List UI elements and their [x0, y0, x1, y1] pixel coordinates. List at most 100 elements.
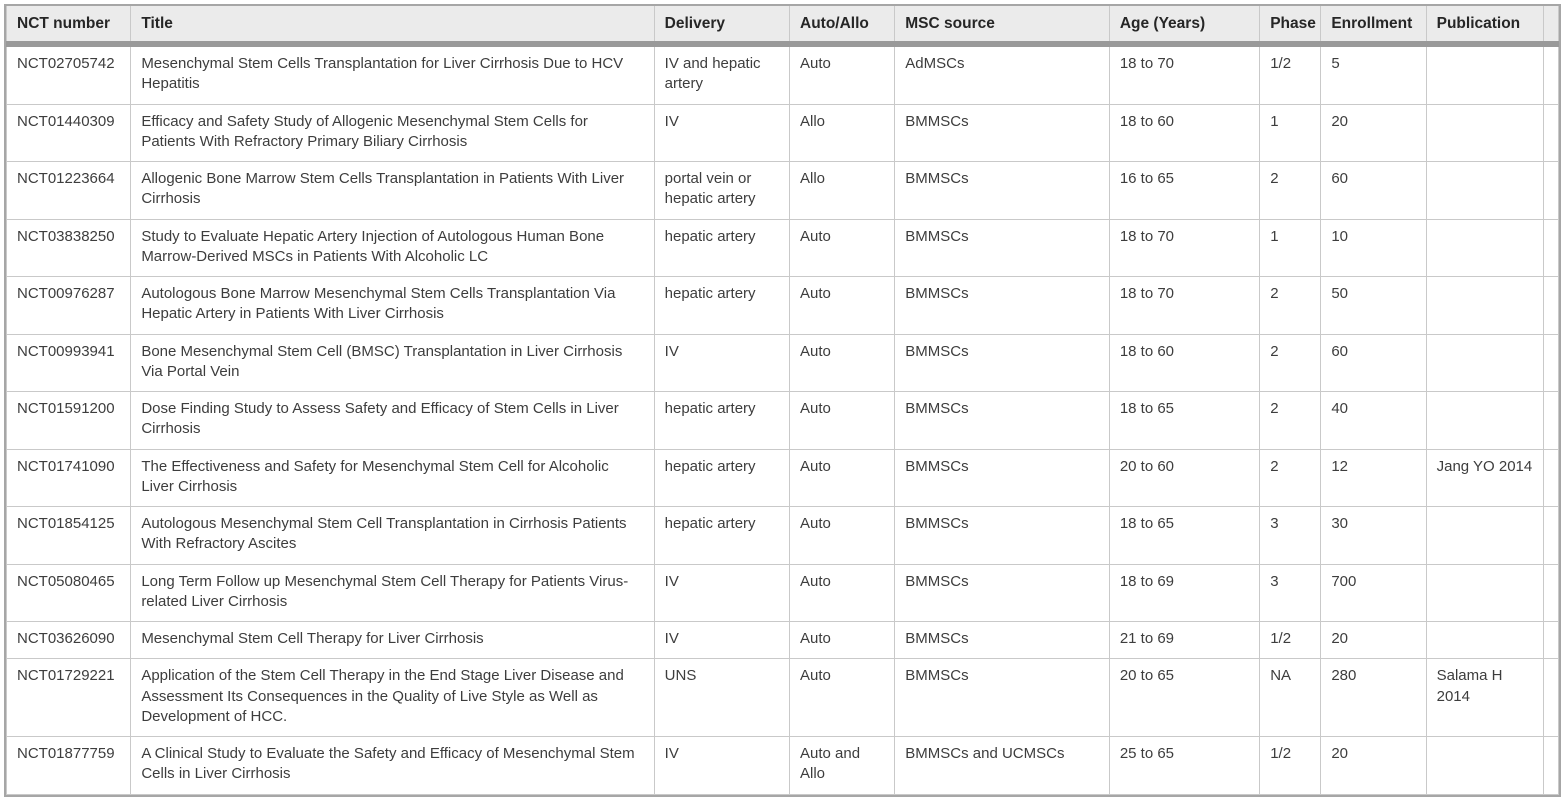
cell-title: Long Term Follow up Mesenchymal Stem Cel…: [130, 563, 655, 622]
cell-msc-source: BMMSCs: [894, 506, 1110, 565]
cell-enrollment: 20: [1320, 620, 1427, 660]
cell-phase: 3: [1259, 563, 1322, 622]
cell-title: Bone Mesenchymal Stem Cell (BMSC) Transp…: [130, 333, 655, 392]
cell-title: Allogenic Bone Marrow Stem Cells Transpl…: [130, 161, 655, 220]
table-row: NCT02705742 Mesenchymal Stem Cells Trans…: [5, 43, 1560, 105]
cell-phase: 2: [1259, 161, 1322, 220]
cell-title: Autologous Mesenchymal Stem Cell Transpl…: [130, 506, 655, 565]
cell-filler: [1542, 218, 1560, 277]
cell-enrollment: 10: [1320, 218, 1427, 277]
cell-auto-allo: Auto: [788, 218, 896, 277]
cell-title: Mesenchymal Stem Cells Transplantation f…: [130, 43, 655, 105]
cell-enrollment: 280: [1320, 658, 1427, 737]
cell-enrollment: 12: [1320, 448, 1427, 507]
cell-delivery: IV and hepatic artery: [653, 43, 791, 105]
clinical-trials-table-container: NCT number Title Delivery Auto/Allo MSC …: [4, 4, 1561, 797]
cell-phase: 1/2: [1259, 620, 1322, 660]
cell-phase: 1/2: [1259, 736, 1322, 795]
cell-auto-allo: Auto: [788, 333, 896, 392]
cell-title: Study to Evaluate Hepatic Artery Injecti…: [130, 218, 655, 277]
header-enrollment: Enrollment: [1320, 6, 1427, 47]
cell-publication: [1425, 103, 1544, 162]
cell-publication: Jang YO 2014: [1425, 448, 1544, 507]
cell-publication: [1425, 276, 1544, 335]
cell-phase: 1: [1259, 103, 1322, 162]
cell-publication: [1425, 563, 1544, 622]
cell-auto-allo: Allo: [788, 103, 896, 162]
cell-title: Application of the Stem Cell Therapy in …: [130, 658, 655, 737]
cell-title: Autologous Bone Marrow Mesenchymal Stem …: [130, 276, 655, 335]
cell-auto-allo: Auto: [788, 563, 896, 622]
cell-msc-source: BMMSCs and UCMSCs: [894, 736, 1110, 795]
cell-publication: [1425, 391, 1544, 450]
cell-msc-source: BMMSCs: [894, 276, 1110, 335]
cell-nct-number: NCT01854125: [5, 506, 132, 565]
cell-auto-allo: Allo: [788, 161, 896, 220]
cell-nct-number: NCT05080465: [5, 563, 132, 622]
table-row: NCT03626090 Mesenchymal Stem Cell Therap…: [5, 620, 1560, 660]
cell-publication: [1425, 161, 1544, 220]
cell-filler: [1542, 276, 1560, 335]
clinical-trials-table: NCT number Title Delivery Auto/Allo MSC …: [5, 6, 1560, 795]
cell-age-years: 20 to 60: [1108, 448, 1261, 507]
header-nct-number: NCT number: [5, 6, 132, 47]
cell-publication: Salama H 2014: [1425, 658, 1544, 737]
cell-delivery: hepatic artery: [653, 506, 791, 565]
cell-enrollment: 60: [1320, 333, 1427, 392]
cell-phase: 2: [1259, 448, 1322, 507]
cell-filler: [1542, 391, 1560, 450]
cell-filler: [1542, 161, 1560, 220]
cell-nct-number: NCT01440309: [5, 103, 132, 162]
cell-nct-number: NCT00993941: [5, 333, 132, 392]
cell-title: Dose Finding Study to Assess Safety and …: [130, 391, 655, 450]
cell-phase: 2: [1259, 276, 1322, 335]
cell-filler: [1542, 103, 1560, 162]
header-title: Title: [130, 6, 655, 47]
cell-filler: [1542, 658, 1560, 737]
cell-filler: [1542, 736, 1560, 795]
cell-delivery: hepatic artery: [653, 448, 791, 507]
cell-delivery: hepatic artery: [653, 276, 791, 335]
cell-delivery: IV: [653, 333, 791, 392]
table-row: NCT01877759 A Clinical Study to Evaluate…: [5, 736, 1560, 795]
cell-age-years: 18 to 60: [1108, 103, 1261, 162]
cell-auto-allo: Auto: [788, 391, 896, 450]
cell-phase: 1/2: [1259, 43, 1322, 105]
table-row: NCT01741090 The Effectiveness and Safety…: [5, 448, 1560, 507]
cell-publication: [1425, 333, 1544, 392]
cell-msc-source: BMMSCs: [894, 391, 1110, 450]
cell-publication: [1425, 620, 1544, 660]
table-row: NCT01591200 Dose Finding Study to Assess…: [5, 391, 1560, 450]
cell-phase: 2: [1259, 391, 1322, 450]
cell-age-years: 18 to 69: [1108, 563, 1261, 622]
cell-phase: NA: [1259, 658, 1322, 737]
cell-age-years: 21 to 69: [1108, 620, 1261, 660]
cell-nct-number: NCT03838250: [5, 218, 132, 277]
cell-age-years: 18 to 70: [1108, 43, 1261, 105]
cell-delivery: IV: [653, 563, 791, 622]
cell-nct-number: NCT02705742: [5, 43, 132, 105]
cell-nct-number: NCT01741090: [5, 448, 132, 507]
cell-filler: [1542, 563, 1560, 622]
cell-delivery: portal vein or hepatic artery: [653, 161, 791, 220]
table-row: NCT01729221 Application of the Stem Cell…: [5, 658, 1560, 737]
cell-auto-allo: Auto: [788, 506, 896, 565]
cell-age-years: 18 to 70: [1108, 276, 1261, 335]
header-delivery: Delivery: [653, 6, 791, 47]
header-age-years: Age (Years): [1108, 6, 1261, 47]
cell-msc-source: BMMSCs: [894, 448, 1110, 507]
cell-auto-allo: Auto: [788, 448, 896, 507]
cell-nct-number: NCT01591200: [5, 391, 132, 450]
cell-msc-source: BMMSCs: [894, 218, 1110, 277]
cell-age-years: 18 to 65: [1108, 506, 1261, 565]
cell-age-years: 16 to 65: [1108, 161, 1261, 220]
cell-nct-number: NCT01223664: [5, 161, 132, 220]
cell-filler: [1542, 448, 1560, 507]
cell-msc-source: BMMSCs: [894, 658, 1110, 737]
cell-auto-allo: Auto: [788, 276, 896, 335]
cell-age-years: 25 to 65: [1108, 736, 1261, 795]
table-row: NCT00976287 Autologous Bone Marrow Mesen…: [5, 276, 1560, 335]
header-filler: [1542, 6, 1560, 47]
cell-phase: 2: [1259, 333, 1322, 392]
cell-publication: [1425, 506, 1544, 565]
